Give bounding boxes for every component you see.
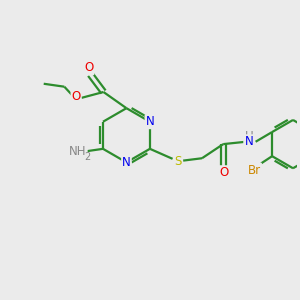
Text: S: S xyxy=(174,155,182,168)
Text: H: H xyxy=(244,130,253,143)
Text: O: O xyxy=(219,166,228,179)
Text: 2: 2 xyxy=(85,152,91,162)
Text: NH: NH xyxy=(69,145,87,158)
Text: O: O xyxy=(84,61,93,74)
Text: N: N xyxy=(122,156,131,169)
Text: Br: Br xyxy=(248,164,261,176)
Text: N: N xyxy=(146,115,154,128)
Text: N: N xyxy=(244,135,253,148)
Text: O: O xyxy=(71,90,81,103)
